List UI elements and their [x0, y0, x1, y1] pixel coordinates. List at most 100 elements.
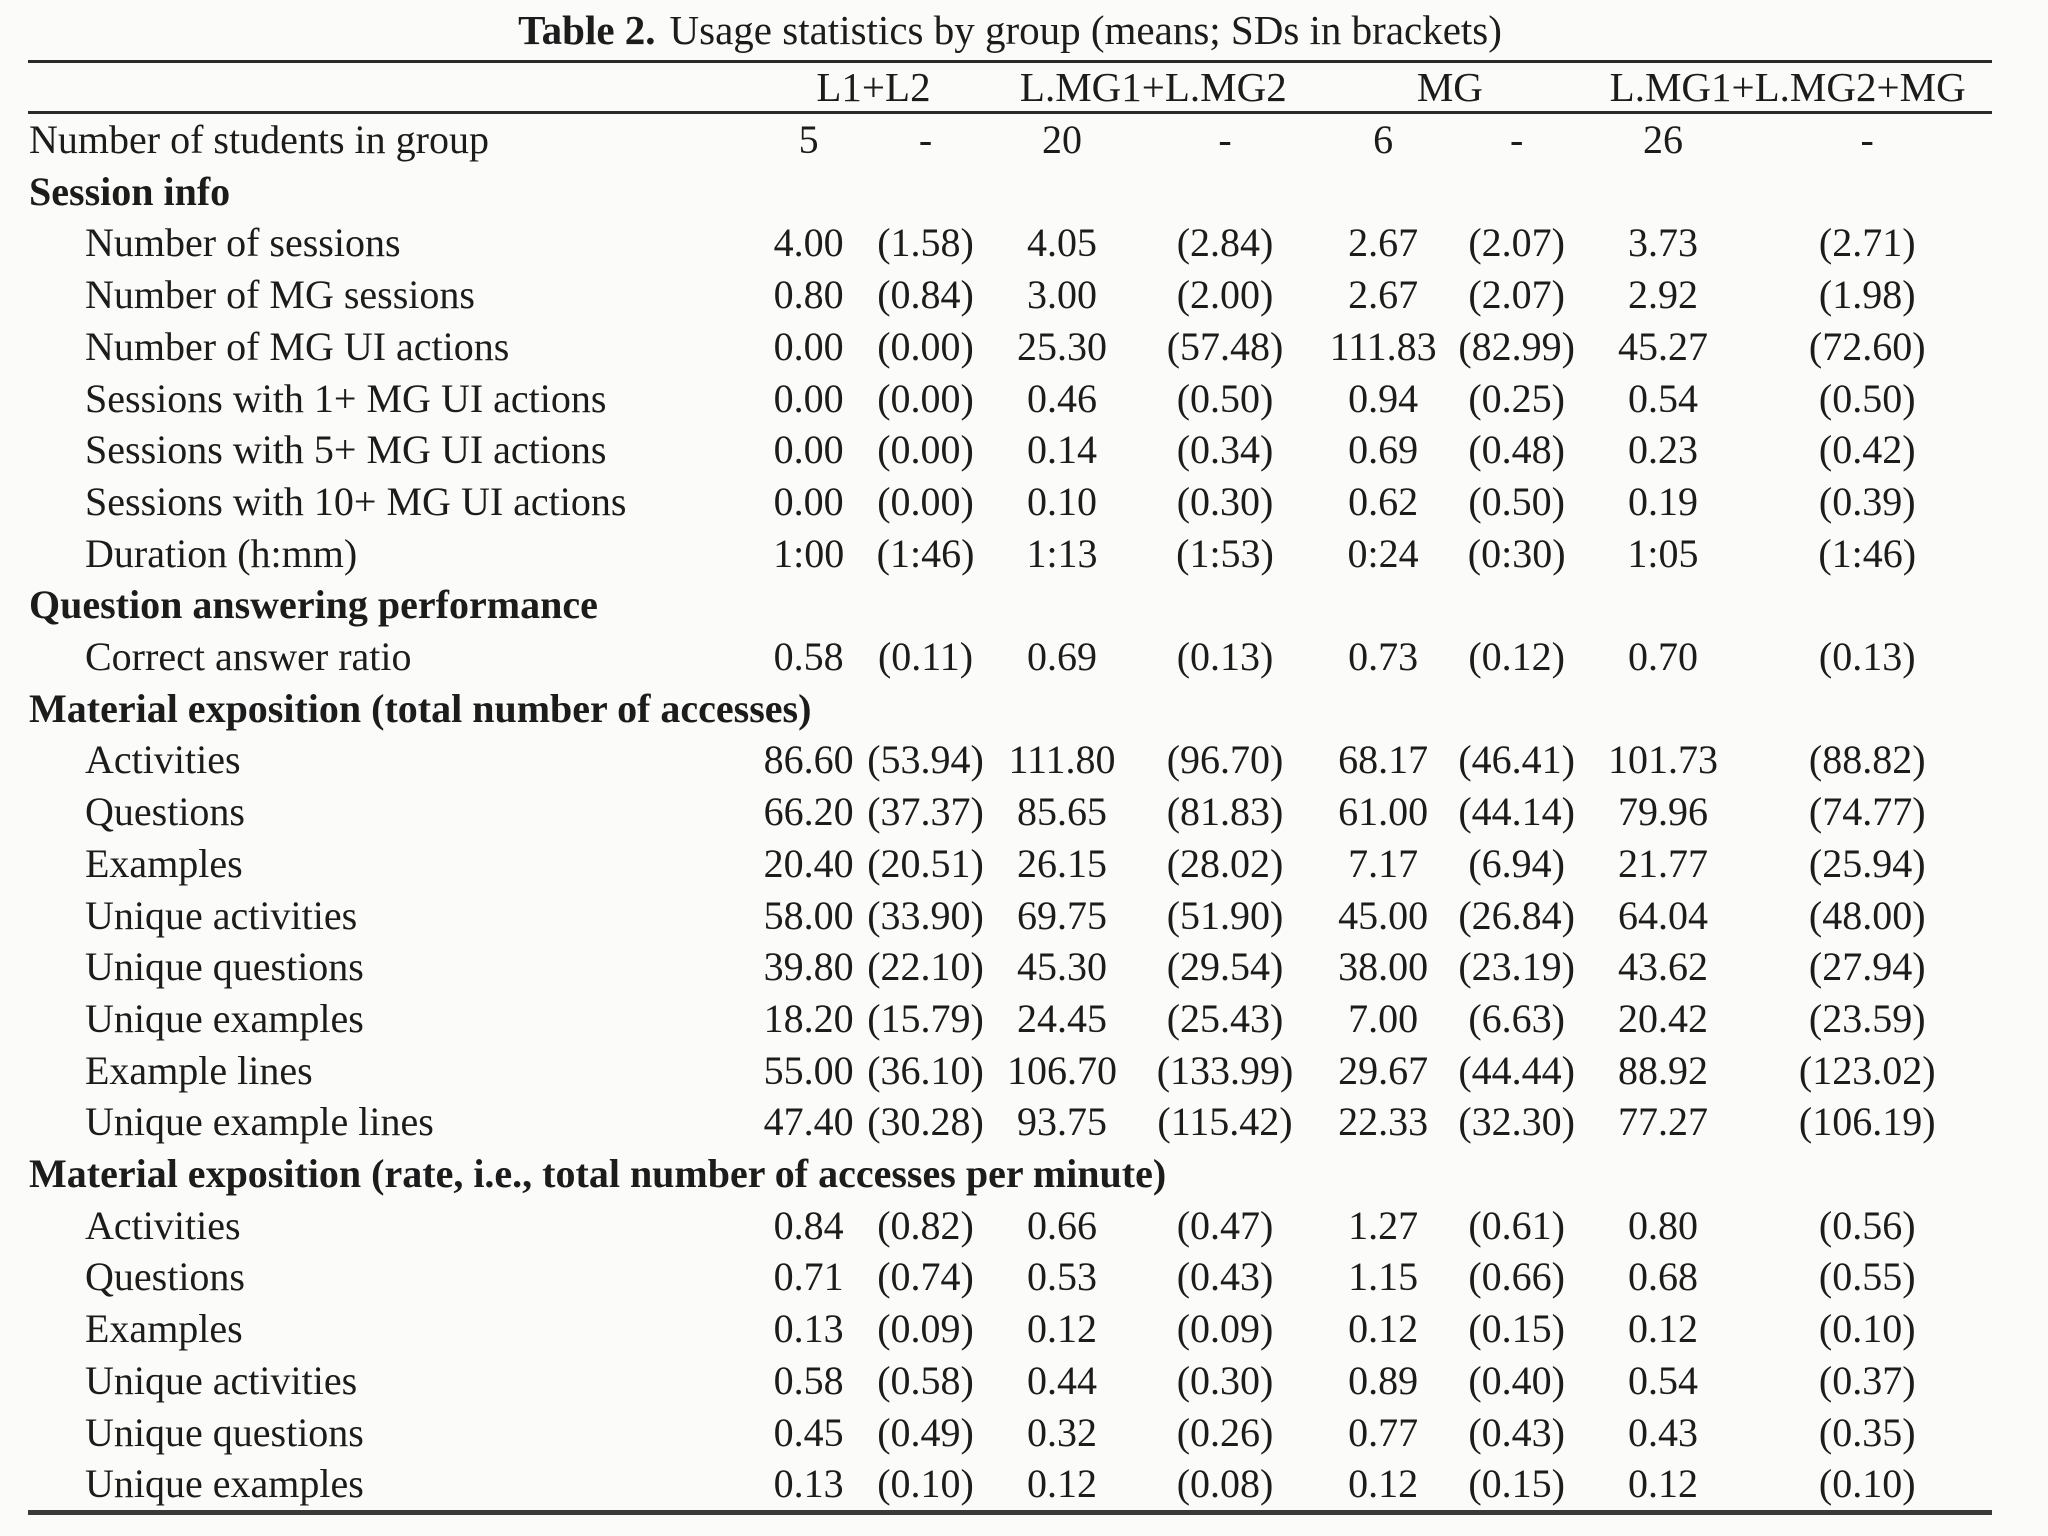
cell-sd: (2.07) — [1468, 220, 1565, 266]
cell-mean: 0.44 — [1027, 1357, 1097, 1403]
cell-mean: 43.62 — [1617, 944, 1708, 990]
cell-sd: (57.48) — [1166, 323, 1284, 369]
cell-mean: 20 — [1042, 117, 1082, 162]
cell-mean: 0.12 — [1627, 1461, 1698, 1507]
cell-sd: (33.90) — [867, 892, 984, 938]
cell-mean: 66.20 — [763, 789, 854, 835]
cell-sd: - — [918, 117, 933, 162]
cell-sd: (0.50) — [1818, 375, 1916, 421]
row-label: Duration (h:mm) — [85, 530, 358, 576]
cell-sd: (72.60) — [1808, 323, 1926, 369]
cell-sd: (0.26) — [1176, 1409, 1274, 1455]
cell-mean: 0.73 — [1348, 634, 1419, 680]
cell-mean: 0.45 — [773, 1409, 844, 1455]
table-row: Examples 20.40 (20.51) 26.15 (28.02) 7.17 (6.9… — [28, 838, 1992, 890]
cell-mean: 0.12 — [1348, 1306, 1419, 1352]
cell-sd: (28.02) — [1166, 840, 1284, 886]
cell-mean: 79.96 — [1617, 789, 1708, 835]
cell-sd: (0.10) — [1818, 1306, 1916, 1352]
cell-sd: (106.19) — [1798, 1099, 1936, 1145]
cell-sd: (23.59) — [1808, 995, 1926, 1041]
table-header-row: L1+L2 L.MG1+L.MG2 MG L.MG1+L.MG2+MG — [28, 60, 1992, 114]
row-label: Examples — [85, 840, 243, 886]
cell-mean: 45.00 — [1338, 892, 1429, 938]
cell-sd: (20.51) — [867, 840, 984, 886]
cell-mean: 85.65 — [1017, 789, 1107, 835]
cell-mean: 0.10 — [1027, 478, 1097, 524]
cell-sd: (51.90) — [1166, 892, 1284, 938]
cell-mean: 1:13 — [1026, 530, 1098, 576]
cell-sd: (0.34) — [1176, 427, 1274, 473]
table-row: Activities 86.60 (53.94) 111.80 (96.70) 68.17… — [28, 734, 1992, 786]
cell-mean: 0.84 — [773, 1202, 844, 1248]
table-row: Example lines 55.00 (36.10) 106.70 (133.99) 2… — [28, 1045, 1992, 1097]
cell-sd: (0.09) — [877, 1306, 974, 1352]
cell-sd: (15.79) — [867, 995, 984, 1041]
cell-sd: (0.50) — [1468, 478, 1565, 524]
cell-sd: (27.94) — [1808, 944, 1926, 990]
cell-sd: (0.11) — [877, 634, 974, 680]
cell-mean: 0.58 — [773, 634, 844, 680]
row-label: Number of students in group — [29, 117, 489, 162]
cell-mean: 61.00 — [1338, 789, 1429, 835]
cell-mean: 1.15 — [1348, 1254, 1419, 1300]
cell-mean: 45.27 — [1617, 323, 1708, 369]
cell-mean: 4.00 — [773, 220, 844, 266]
cell-sd: (0.30) — [1176, 1357, 1274, 1403]
cell-mean: 101.73 — [1607, 737, 1718, 783]
cell-mean: 86.60 — [763, 737, 854, 783]
cell-sd: (0.30) — [1176, 478, 1274, 524]
section-header-label: Material exposition (total number of acc… — [29, 685, 812, 731]
table-row: Questions 0.71 (0.74) 0.53 (0.43) 1.15 (0.66) 0… — [28, 1251, 1992, 1303]
table-row: Duration (h:mm) 1:00 (1:46) 1:13 (1:53) 0:24 (… — [28, 528, 1992, 580]
cell-sd: (44.14) — [1458, 789, 1575, 835]
cell-sd: - — [1218, 117, 1232, 162]
table-row: Sessions with 10+ MG UI actions 0.00 (0.00… — [28, 476, 1992, 528]
row-label: Unique activities — [85, 892, 358, 938]
cell-mean: 20.42 — [1617, 995, 1708, 1041]
cell-sd: - — [1509, 117, 1524, 162]
cell-mean: 0.62 — [1348, 478, 1419, 524]
row-label: Sessions with 5+ MG UI actions — [85, 427, 607, 473]
cell-mean: 21.77 — [1617, 840, 1708, 886]
cell-sd: (0.00) — [877, 375, 974, 421]
section-header-row: Session info — [28, 166, 1992, 218]
row-label: Unique questions — [85, 944, 364, 990]
cell-mean: 0.69 — [1027, 634, 1097, 680]
cell-mean: 0.77 — [1348, 1409, 1419, 1455]
row-label: Unique examples — [85, 995, 364, 1041]
section-header-row: Material exposition (rate, i.e., total n… — [28, 1148, 1992, 1200]
cell-sd: (44.44) — [1458, 1047, 1575, 1093]
row-label: Unique questions — [85, 1409, 364, 1455]
table-row: Number of MG sessions 0.80 (0.84) 3.00 (2.00… — [28, 269, 1992, 321]
cell-sd: (0.42) — [1818, 427, 1916, 473]
row-label: Unique examples — [85, 1461, 364, 1507]
table-row: Number of students in group 5 - 20 - 6 - 26 - — [28, 114, 1992, 166]
cell-sd: (133.99) — [1156, 1047, 1294, 1093]
table-row: Unique examples 0.13 (0.10) 0.12 (0.08) 0.12 (… — [28, 1458, 1992, 1510]
cell-mean: 0.71 — [773, 1254, 844, 1300]
table-2: Table 2. Usage statistics by group (means… — [28, 2, 1992, 1515]
table-row: Sessions with 1+ MG UI actions 0.00 (0.00)… — [28, 373, 1992, 425]
cell-sd: (123.02) — [1798, 1047, 1936, 1093]
cell-sd: (0.35) — [1818, 1409, 1916, 1455]
cell-mean: 0.13 — [773, 1306, 844, 1352]
cell-sd: (0.66) — [1468, 1254, 1565, 1300]
row-label: Activities — [85, 737, 241, 783]
cell-sd: (0.15) — [1468, 1306, 1565, 1352]
cell-sd: (88.82) — [1808, 737, 1926, 783]
cell-sd: (25.43) — [1166, 995, 1284, 1041]
cell-sd: (32.30) — [1458, 1099, 1575, 1145]
row-label: Questions — [85, 789, 245, 835]
cell-mean: 7.17 — [1348, 840, 1419, 886]
cell-sd: (0.43) — [1468, 1409, 1565, 1455]
cell-mean: 0.70 — [1627, 634, 1698, 680]
cell-mean: 0.14 — [1027, 427, 1097, 473]
cell-sd: (6.94) — [1468, 840, 1565, 886]
cell-mean: 7.00 — [1348, 995, 1419, 1041]
cell-sd: (0.61) — [1468, 1202, 1565, 1248]
cell-sd: (0.58) — [877, 1357, 974, 1403]
cell-sd: (30.28) — [867, 1099, 984, 1145]
cell-mean: 0.12 — [1027, 1461, 1097, 1507]
cell-sd: (0.56) — [1818, 1202, 1916, 1248]
